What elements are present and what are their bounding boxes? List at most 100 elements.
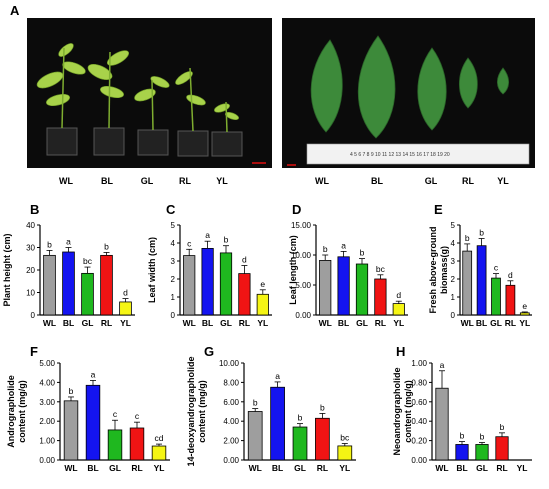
bar-gl (81, 272, 94, 316)
x-tick-label-yl: YL (120, 318, 131, 328)
x-tick-label-wl: WL (64, 463, 77, 473)
bar-wl (63, 400, 79, 461)
bar-wl (43, 254, 56, 316)
y-tick-label: 0.40 (411, 417, 427, 426)
photo-label-wl: WL (59, 176, 73, 186)
significance-letter-rl: d (242, 255, 247, 265)
photo-label-yl-right: YL (497, 176, 509, 186)
y-tick-label: 3.00 (39, 398, 55, 407)
significance-letter-wl: a (440, 360, 445, 370)
x-tick-label-rl: RL (375, 318, 386, 328)
photo-label-gl-right: GL (425, 176, 438, 186)
bar-bl (201, 247, 214, 316)
significance-letter-gl: b (480, 432, 485, 442)
y-tick-label: 4.00 (39, 378, 55, 387)
x-tick-label-rl: RL (101, 318, 112, 328)
significance-letter-gl: b (360, 248, 365, 258)
x-tick-label-yl: YL (519, 318, 530, 328)
y-tick-label: 5 (171, 221, 176, 230)
y-axis-label: Leaf width (cm) (147, 237, 157, 303)
x-tick-label-bl: BL (338, 318, 349, 328)
significance-letter-wl: c (187, 238, 192, 248)
x-tick-label-rl: RL (239, 318, 250, 328)
bar-rl (495, 436, 509, 461)
significance-letter-wl: b (47, 239, 52, 249)
significance-letter-wl: b (465, 233, 470, 243)
x-tick-label-rl: RL (496, 463, 507, 473)
significance-letter-rl: d (508, 270, 513, 280)
bar-wl (183, 255, 196, 316)
leaf-photo: 4 5 6 7 8 9 10 11 12 13 14 15 16 17 18 1… (282, 18, 535, 168)
x-tick-label-wl: WL (183, 318, 196, 328)
bar-bl (62, 251, 75, 316)
y-tick-label: 40 (26, 221, 35, 230)
x-tick-label-wl: WL (435, 463, 448, 473)
significance-letter-wl: b (253, 398, 258, 408)
significance-letter-gl: b (224, 235, 229, 245)
y-tick-label: 30 (26, 244, 35, 253)
x-tick-label-gl: GL (356, 318, 368, 328)
y-tick-label: 2.00 (39, 417, 55, 426)
bar-bl (85, 384, 101, 461)
photo-label-yl: YL (216, 176, 228, 186)
bar-rl (100, 254, 113, 316)
x-tick-label-wl: WL (461, 318, 474, 328)
bar-bl (337, 256, 350, 316)
y-tick-label: 0.60 (411, 398, 427, 407)
y-tick-label: 15.00 (291, 221, 312, 230)
significance-letter-rl: b (500, 422, 505, 432)
panel-letter-h: H (396, 344, 405, 359)
ruler (306, 143, 530, 165)
x-tick-label-rl: RL (505, 318, 516, 328)
y-axis-label: Andrographolide (6, 375, 16, 448)
x-tick-label-wl: WL (43, 318, 56, 328)
significance-letter-bl: b (479, 228, 484, 238)
y-tick-label: 2.00 (223, 437, 239, 446)
chart-panel-c: C 0 1 2 3 4 5 c WL a BL b GL d RL e YL Leaf width (cm) (147, 202, 272, 328)
significance-letter-yl: d (396, 290, 401, 300)
chart-panel-f: F 0.00 1.00 2.00 3.00 4.00 5.00 b WL a BL c GL c RL cd Y… (6, 344, 170, 473)
significance-letter-bl: a (205, 230, 210, 240)
bar-wl (319, 259, 332, 316)
bar-yl (119, 301, 132, 316)
y-tick-label: 5.00 (295, 281, 311, 290)
photo-labels-right: WL BL GL RL YL (315, 176, 509, 186)
significance-letter-yl: bc (340, 433, 350, 443)
significance-letter-yl: cd (155, 433, 164, 443)
chart-panel-g: G 0.00 2.00 4.00 6.00 8.00 10.00 b WL a BL b GL b RL bc… (186, 344, 356, 473)
bar-gl (491, 277, 501, 316)
y-axis-label: biomass(g) (439, 246, 449, 294)
y-tick-label: 1.00 (39, 437, 55, 446)
x-tick-label-rl: RL (317, 463, 328, 473)
significance-letter-rl: b (320, 402, 325, 412)
photo-label-rl: RL (179, 176, 191, 186)
bar-bl (270, 386, 285, 461)
significance-letter-bl: a (91, 369, 96, 379)
y-tick-label: 3 (451, 257, 456, 266)
bar-wl (462, 250, 473, 316)
pots (46, 127, 243, 157)
bar-yl (151, 445, 167, 461)
x-tick-label-gl: GL (476, 463, 488, 473)
significance-letter-rl: c (135, 411, 140, 421)
y-axis-label: content (mg/g) (197, 380, 207, 443)
y-tick-label: 20 (26, 266, 35, 275)
bar-bl (476, 245, 487, 316)
photo-label-rl-right: RL (462, 176, 474, 186)
x-tick-label-bl: BL (456, 463, 467, 473)
y-axis-label: Neoandrographolide (392, 367, 402, 455)
bar-wl (435, 387, 449, 461)
chart-panel-b: B 0 10 20 30 40 b WL a BL bc GL b RL d YL Plant height (… (2, 202, 135, 328)
significance-letter-yl: d (123, 288, 128, 298)
x-tick-label-bl: BL (63, 318, 74, 328)
x-tick-label-gl: GL (82, 318, 94, 328)
y-axis-label: Plant height (cm) (2, 233, 12, 306)
y-tick-label: 2 (171, 275, 176, 284)
y-tick-label: 0.00 (295, 311, 311, 320)
significance-letter-rl: b (104, 241, 109, 251)
bar-rl (374, 278, 387, 316)
chart-panel-h: H 0.00 0.20 0.40 0.60 0.80 1.00 a WL b BL b GL b RL YL N… (392, 344, 532, 473)
y-tick-label: 1 (171, 293, 176, 302)
y-tick-label: 10.00 (291, 251, 312, 260)
